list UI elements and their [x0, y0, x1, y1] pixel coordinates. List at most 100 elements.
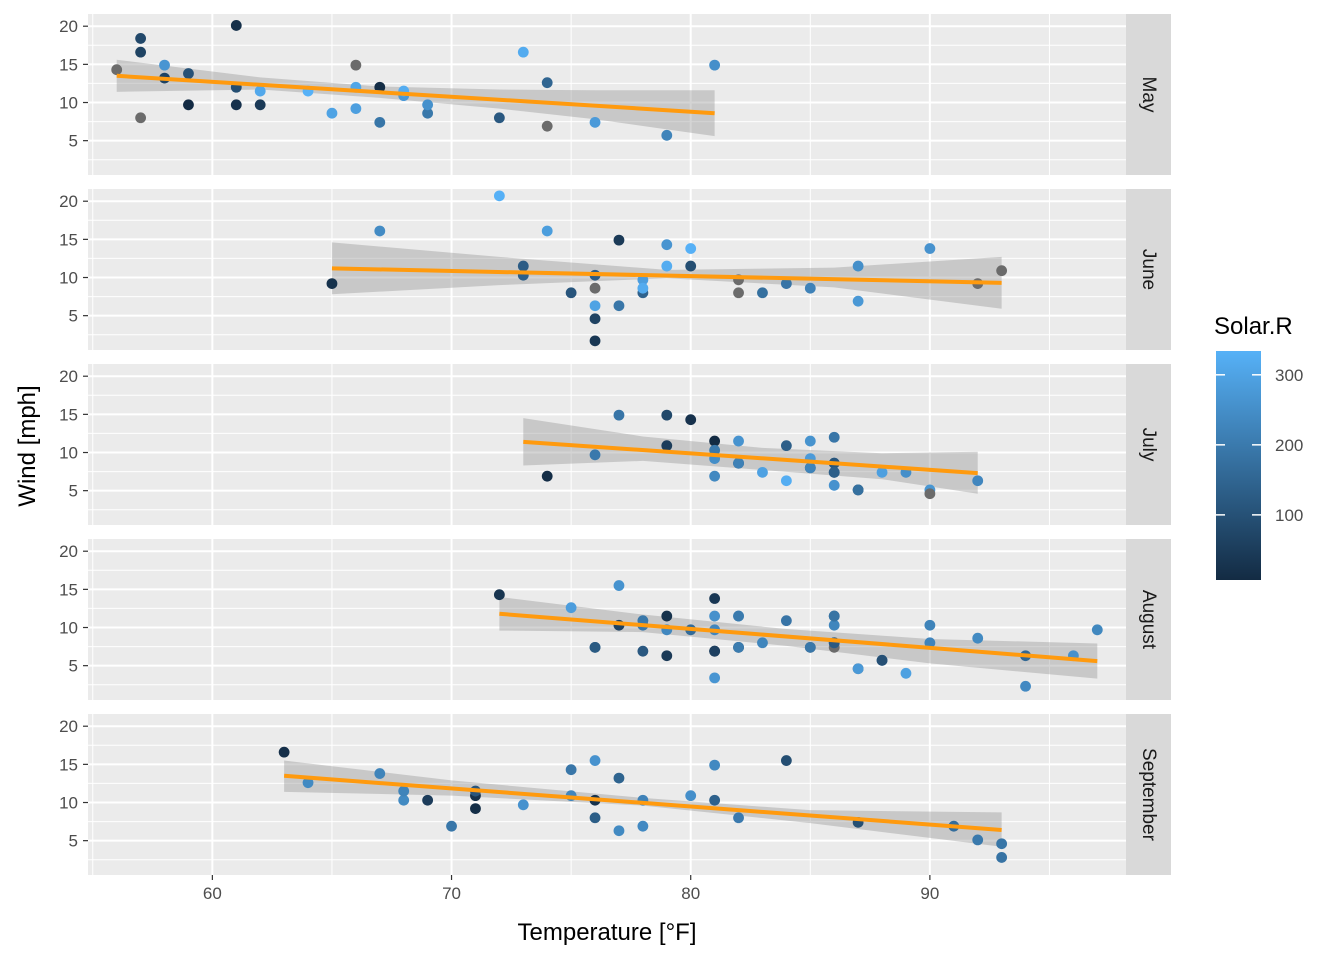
- y-tick-label: 20: [59, 367, 78, 386]
- data-point: [972, 475, 984, 487]
- data-point: [517, 46, 529, 58]
- x-tick-label: 90: [920, 884, 939, 903]
- trend-line: [499, 611, 1098, 664]
- x-tick-label: 80: [681, 884, 700, 903]
- data-point: [661, 610, 673, 622]
- data-point: [709, 593, 721, 604]
- data-point: [589, 641, 601, 653]
- data-point: [589, 449, 601, 461]
- trend-line: [331, 266, 1002, 285]
- data-point: [996, 265, 1008, 277]
- data-point: [780, 755, 792, 766]
- data-point: [780, 278, 792, 290]
- confidence-band: [116, 59, 715, 137]
- panel-july: 5 10 15 20 July: [59, 364, 1171, 525]
- data-point: [661, 239, 673, 251]
- data-point: [374, 116, 386, 128]
- data-point: [589, 335, 601, 347]
- data-point: [637, 282, 649, 294]
- data-point: [1091, 624, 1103, 636]
- data-point: [996, 852, 1008, 863]
- data-point: [804, 462, 816, 474]
- data-point: [637, 645, 649, 657]
- data-point: [828, 619, 840, 631]
- data-point: [661, 129, 673, 141]
- data-point: [613, 409, 625, 421]
- y-tick-label: 15: [59, 405, 78, 424]
- data-point: [661, 440, 673, 452]
- panel-august: 5 10 15 20 August: [59, 539, 1171, 700]
- y-tick-label: 15: [59, 755, 78, 774]
- data-point: [446, 820, 457, 832]
- y-tick-label: 5: [69, 657, 78, 676]
- data-point: [350, 103, 362, 115]
- data-point: [541, 120, 553, 132]
- data-point: [183, 68, 194, 79]
- data-point: [733, 457, 744, 469]
- data-point: [111, 64, 123, 76]
- data-point: [541, 77, 553, 89]
- data-point: [613, 825, 625, 837]
- facet-strip-label: July: [1138, 428, 1159, 462]
- data-point: [398, 794, 410, 806]
- data-point: [733, 641, 744, 653]
- facet-strip-label: June: [1138, 249, 1159, 290]
- data-point: [1020, 680, 1031, 692]
- y-tick-label: 10: [59, 269, 78, 288]
- data-point: [493, 190, 505, 202]
- facet-strip: [1126, 714, 1171, 875]
- y-tick-label: 10: [59, 444, 78, 463]
- data-point: [565, 287, 577, 299]
- data-point: [852, 663, 864, 675]
- y-tick-label: 20: [59, 17, 78, 36]
- data-point: [924, 637, 936, 649]
- data-point: [876, 466, 888, 478]
- data-point: [398, 785, 410, 797]
- data-point: [828, 479, 840, 491]
- facet-strip-label: September: [1138, 748, 1159, 842]
- y-tick-label: 10: [59, 94, 78, 113]
- data-point: [470, 803, 481, 815]
- facet-strip: [1126, 189, 1171, 350]
- data-point: [493, 589, 505, 601]
- panel-june: 5 10 15 20 June: [59, 189, 1171, 350]
- data-point: [780, 440, 792, 452]
- data-point: [852, 295, 864, 307]
- data-point: [661, 260, 673, 272]
- data-point: [135, 46, 147, 58]
- y-tick-label: 20: [59, 717, 78, 736]
- data-point: [685, 414, 697, 426]
- data-point: [637, 820, 649, 832]
- data-point: [757, 637, 768, 649]
- data-point: [996, 838, 1008, 850]
- legend-tick-label: 300: [1275, 366, 1303, 385]
- y-tick-label: 5: [69, 832, 78, 851]
- x-axis: 60 70 80 90: [203, 875, 939, 903]
- data-point: [422, 794, 434, 806]
- data-point: [589, 282, 601, 294]
- data-point: [828, 431, 840, 443]
- data-point: [135, 33, 147, 44]
- data-point: [278, 746, 290, 758]
- data-point: [613, 772, 625, 784]
- data-point: [374, 768, 386, 779]
- facet-panels: 5 10 15 20 May 5 10 15 20 June 5 10 15 20 July 5 10 15 20 A…: [59, 14, 1171, 875]
- data-point: [589, 300, 601, 312]
- data-point: [709, 59, 721, 71]
- data-point: [828, 610, 840, 622]
- trend-line: [283, 773, 1002, 832]
- facet-strip: [1126, 539, 1171, 700]
- data-point: [924, 243, 936, 254]
- facet-strip: [1126, 364, 1171, 525]
- data-point: [757, 287, 768, 299]
- legend-tick-label: 200: [1275, 436, 1303, 455]
- data-point: [326, 278, 338, 290]
- data-point: [541, 225, 553, 237]
- data-point: [733, 287, 744, 299]
- data-point: [709, 672, 721, 684]
- data-point: [661, 409, 673, 421]
- facet-strip-label: May: [1138, 77, 1159, 113]
- y-tick-label: 10: [59, 619, 78, 638]
- panel-september: 5 10 15 20 September: [59, 714, 1171, 875]
